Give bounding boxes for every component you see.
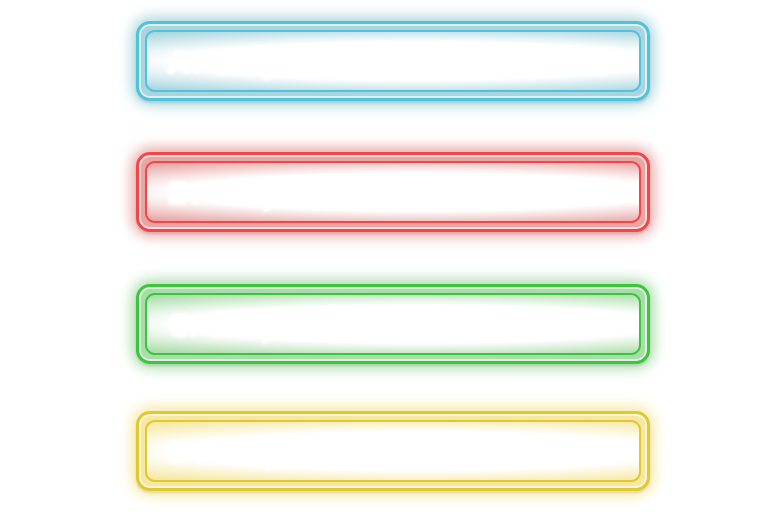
option-label: B. 44 percent [167,177,388,212]
option-a-button[interactable]: A. 59 percent [136,21,650,101]
option-label: A. 59 percent [167,46,389,81]
option-label: C. 31 percent [167,309,388,344]
option-label: D. 20 percent [167,436,390,471]
option-inner [145,161,641,223]
option-inner [145,420,641,482]
option-d-button[interactable]: D. 20 percent [136,411,650,491]
option-b-button[interactable]: B. 44 percent [136,152,650,232]
option-inner [145,30,641,92]
option-inner [145,293,641,355]
option-c-button[interactable]: C. 31 percent [136,284,650,364]
